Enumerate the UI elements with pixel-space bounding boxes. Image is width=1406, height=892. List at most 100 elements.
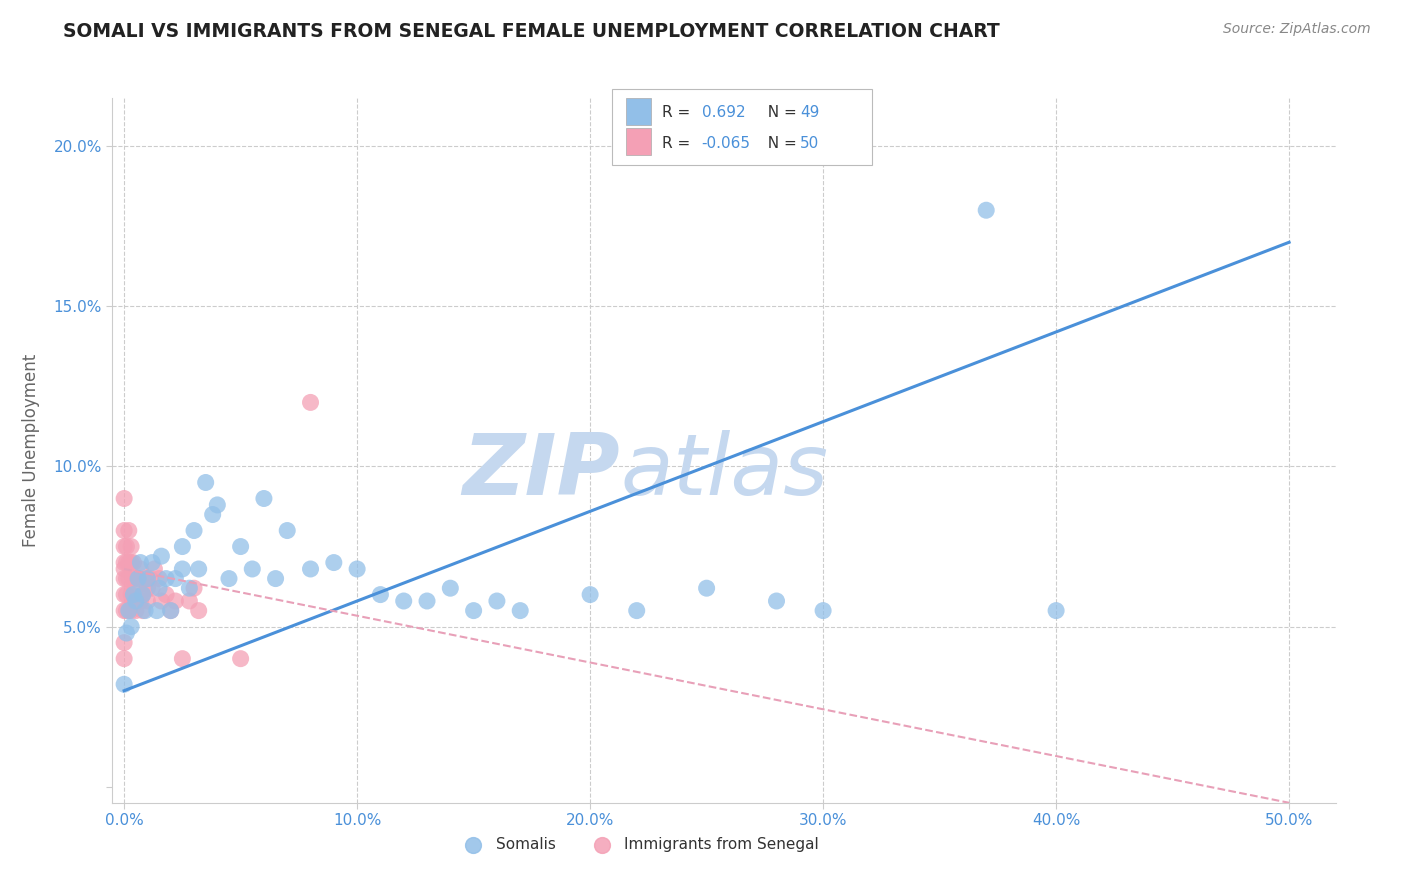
Point <box>132 588 155 602</box>
Point <box>974 203 997 218</box>
Point <box>115 626 138 640</box>
Point <box>765 594 787 608</box>
Point <box>811 604 834 618</box>
Text: 50: 50 <box>800 136 820 151</box>
Point <box>392 594 415 608</box>
Point <box>183 524 205 538</box>
Text: SOMALI VS IMMIGRANTS FROM SENEGAL FEMALE UNEMPLOYMENT CORRELATION CHART: SOMALI VS IMMIGRANTS FROM SENEGAL FEMALE… <box>63 22 1000 41</box>
Legend: Somalis, Immigrants from Senegal: Somalis, Immigrants from Senegal <box>451 831 825 859</box>
Point <box>179 594 201 608</box>
Point <box>120 556 142 570</box>
Point <box>696 581 718 595</box>
Point <box>229 540 252 554</box>
Point <box>125 581 148 595</box>
Point <box>115 604 138 618</box>
Point <box>118 524 141 538</box>
Point <box>112 562 135 576</box>
Point <box>139 572 162 586</box>
Point <box>112 524 135 538</box>
Point <box>207 498 229 512</box>
Point <box>416 594 439 608</box>
Point <box>122 572 145 586</box>
Point <box>165 572 187 586</box>
Point <box>463 604 485 618</box>
Point <box>187 562 209 576</box>
Point <box>370 588 392 602</box>
Point <box>179 581 201 595</box>
Point <box>172 651 194 665</box>
Point <box>150 549 173 564</box>
Point <box>118 604 141 618</box>
Point <box>159 604 181 618</box>
Point <box>264 572 287 586</box>
Text: -0.065: -0.065 <box>702 136 751 151</box>
Text: R =: R = <box>662 105 696 120</box>
Point <box>112 572 135 586</box>
Text: ZIP: ZIP <box>463 430 620 513</box>
Point <box>240 562 263 576</box>
Point <box>118 572 141 586</box>
Point <box>253 491 276 506</box>
Point <box>150 594 173 608</box>
Point <box>299 395 322 409</box>
Point <box>132 588 155 602</box>
Point <box>118 556 141 570</box>
Point <box>125 604 148 618</box>
Point <box>485 594 508 608</box>
Point <box>299 562 322 576</box>
Point <box>172 540 194 554</box>
Point <box>122 594 145 608</box>
Point <box>120 604 142 618</box>
Point <box>155 588 177 602</box>
Point <box>509 604 531 618</box>
Point <box>134 604 156 618</box>
Point <box>1045 604 1067 618</box>
Text: 49: 49 <box>800 105 820 120</box>
Point <box>148 572 170 586</box>
Point <box>187 604 209 618</box>
Point <box>141 581 163 595</box>
Point <box>172 562 194 576</box>
Point <box>134 572 156 586</box>
Point <box>112 540 135 554</box>
Point <box>125 594 148 608</box>
Point <box>112 588 135 602</box>
Point <box>155 572 177 586</box>
Point <box>122 588 145 602</box>
Point <box>626 604 648 618</box>
Point <box>194 475 217 490</box>
Point <box>346 562 368 576</box>
Point <box>122 556 145 570</box>
Point <box>132 604 155 618</box>
Point <box>276 524 298 538</box>
Point <box>201 508 224 522</box>
Point <box>136 581 159 595</box>
Point <box>218 572 240 586</box>
Point <box>127 572 149 586</box>
Text: N =: N = <box>758 105 801 120</box>
Point <box>127 572 149 586</box>
Point <box>115 540 138 554</box>
Point <box>115 588 138 602</box>
Point <box>145 604 167 618</box>
Text: atlas: atlas <box>620 430 828 513</box>
Point <box>141 556 163 570</box>
Point <box>115 572 138 586</box>
Point <box>120 588 142 602</box>
Point <box>136 594 159 608</box>
Point <box>120 540 142 554</box>
Point <box>127 594 149 608</box>
Y-axis label: Female Unemployment: Female Unemployment <box>22 354 39 547</box>
Point <box>112 635 135 649</box>
Point <box>129 556 152 570</box>
Point <box>143 562 166 576</box>
Point <box>115 556 138 570</box>
Point <box>229 651 252 665</box>
Text: R =: R = <box>662 136 696 151</box>
Point <box>112 651 135 665</box>
Point <box>136 572 159 586</box>
Text: Source: ZipAtlas.com: Source: ZipAtlas.com <box>1223 22 1371 37</box>
Point <box>112 491 135 506</box>
Point <box>148 581 170 595</box>
Point <box>112 604 135 618</box>
